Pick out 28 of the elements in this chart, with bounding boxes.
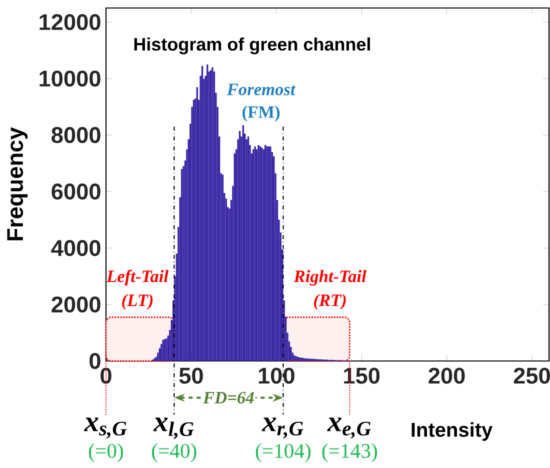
- ref-line-label: x$_{r,G}$: [262, 418, 304, 438]
- y-tick-label: 10000: [40, 70, 100, 87]
- y-tick-label: 8000: [52, 127, 100, 144]
- annotation: Foremost (FM): [226, 84, 296, 122]
- y-tick-label: 6000: [52, 184, 100, 200]
- y-tick-label: 12000: [40, 14, 100, 30]
- ref-line-label: x$_{e,G}$: [327, 418, 371, 438]
- band-label: Left-Tail (LT): [106, 270, 168, 310]
- band-label: Right-Tail (RT): [294, 270, 366, 310]
- text: (=143): [322, 443, 377, 462]
- x-tick-label: 100: [258, 368, 294, 384]
- y-axis-title: Frequency: [7, 127, 28, 240]
- x-axis-title: Intensity: [412, 422, 493, 441]
- y-tick-label: 0: [90, 352, 100, 370]
- ref-line-label: x$_{s,G}$: [84, 418, 127, 438]
- text: Histogram of green channel: [134, 37, 370, 54]
- x-tick-label: 200: [428, 368, 465, 384]
- y-tick-label: 4000: [51, 240, 100, 256]
- text: (=40): [152, 443, 196, 462]
- text: (=0): [89, 443, 123, 462]
- text: (=104): [256, 443, 311, 462]
- x-tick-label: 150: [344, 368, 380, 384]
- y-tick-label: 2000: [52, 296, 100, 313]
- x-tick-label: 250: [514, 368, 550, 384]
- x-tick-label: 0: [100, 368, 112, 384]
- x-tick-label: 50: [179, 368, 203, 384]
- text: FD=64: [203, 392, 254, 404]
- ref-line-label: x$_{l,G}$: [153, 418, 194, 440]
